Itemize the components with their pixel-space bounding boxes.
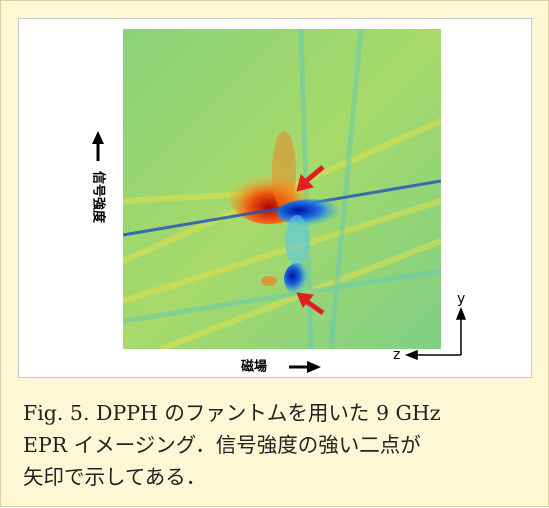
y-direction-arrow [92, 131, 104, 161]
caption-line: 矢印で示してある． [23, 461, 533, 493]
axis-z-label: z [393, 347, 400, 363]
x-axis-label: 磁場 [241, 359, 267, 375]
y-axis-label: 信号強度 [91, 171, 107, 224]
caption: Fig. 5. DPPH のファントムを用いた 9 GHz EPR イメージング… [23, 397, 533, 493]
caption-line: Fig. 5. DPPH のファントムを用いた 9 GHz [23, 397, 533, 429]
epr-image [123, 29, 441, 349]
axis-y-label: y [457, 291, 465, 307]
figure-frame: 信号強度 磁場 y z Fig. 5. DPPH のファントムを用いた 9 GH… [0, 0, 549, 507]
caption-line: EPR イメージング．信号強度の強い二点が [23, 429, 533, 461]
x-direction-arrow [289, 361, 321, 373]
